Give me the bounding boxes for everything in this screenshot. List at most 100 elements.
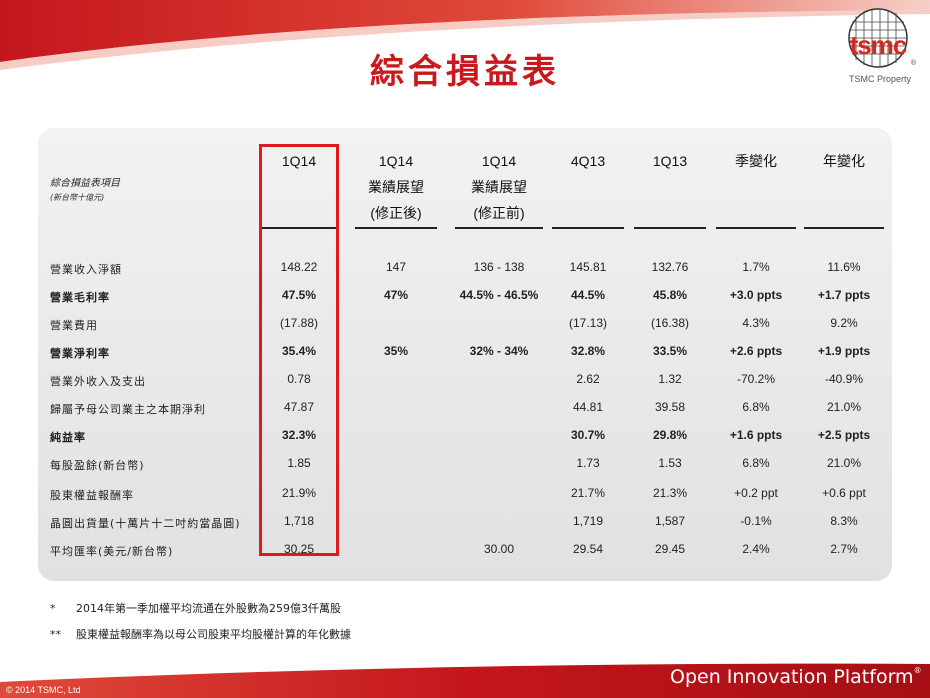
table-cell: -70.2% [736,372,776,386]
row-label: 歸屬予母公司業主之本期淨利 [50,403,206,416]
table-cell: 132.76 [651,260,689,274]
table-cell: (16.38) [650,316,690,330]
header-divider [355,227,437,229]
logo-registered-mark: ® [910,60,916,67]
col-header-qoq: 季變化 [735,153,777,169]
table-cell: +1.7 ppts [817,288,871,302]
header-divider [552,227,624,229]
table-cell: 4.3% [742,316,770,330]
header-divider [455,227,543,229]
table-cell: 47% [383,288,409,302]
table-cell: 35.4% [281,344,317,358]
table-cell: -0.1% [740,514,772,528]
table-cell: 29.45 [654,542,686,556]
table-cell: 9.2% [830,316,858,330]
row-label: 營業費用 [50,319,98,332]
wafer-grid-icon [848,8,908,68]
table-cell: +3.0 ppts [729,288,783,302]
item-column-subheader: (新台幣十億元) [50,193,105,202]
table-row: 營業費用 (17.88) (17.13) (16.38) 4.3% 9.2% [0,314,930,334]
row-label: 營業淨利率 [50,347,110,360]
col-header-1q14: 1Q14 [281,153,317,169]
row-label: 營業收入淨額 [50,263,122,276]
table-cell: (17.13) [568,316,608,330]
table-cell: 47.87 [283,400,315,414]
table-cell: 136 - 138 [473,260,525,274]
table-cell: 1.73 [576,456,600,470]
table-cell: (17.88) [279,316,319,330]
table-row: 每股盈餘(新台幣) 1.85 1.73 1.53 6.8% 21.0% [0,454,930,474]
header-divider [262,227,336,229]
table-cell: +1.9 ppts [817,344,871,358]
table-cell: 21.0% [826,400,862,414]
table-cell: 148.22 [280,260,318,274]
table-cell: 2.4% [742,542,770,556]
table-cell: 1.85 [287,456,311,470]
table-cell: +2.6 ppts [729,344,783,358]
table-cell: 11.6% [827,260,861,274]
table-cell: 6.8% [742,456,770,470]
table-cell: +0.6 ppt [822,486,866,500]
table-cell: 1.32 [658,372,682,386]
table-cell: 39.58 [654,400,686,414]
property-label: TSMC Property [848,74,911,84]
table-cell: 21.7% [570,486,606,500]
table-row: 營業毛利率 47.5% 47% 44.5% - 46.5% 44.5% 45.8% +3.0… [0,286,930,306]
table-cell: 6.8% [742,400,770,414]
table-cell: 21.3% [652,486,688,500]
table-cell: 8.3% [830,514,858,528]
table-cell: 29.54 [572,542,604,556]
header-divider [804,227,884,229]
table-cell: 35% [383,344,409,358]
row-label: 純益率 [50,431,86,444]
table-cell: 30.7% [570,428,606,442]
table-cell: 1.53 [658,456,682,470]
table-cell: 33.5% [652,344,688,358]
table-cell: 21.0% [826,456,862,470]
table-cell: +0.2 ppt [734,486,778,500]
header-divider [716,227,796,229]
current-quarter-highlight [259,144,339,556]
table-cell: 45.8% [652,288,688,302]
table-row: 純益率 32.3% 30.7% 29.8% +1.6 ppts +2.5 ppts [0,426,930,446]
table-cell: 47.5% [281,288,317,302]
footer-slogan: Open Innovation Platform® [670,666,922,688]
row-label: 股東權益報酬率 [50,489,134,502]
item-column-header: 綜合損益表項目 [50,178,120,189]
table-cell: 145.81 [569,260,607,274]
table-row: 股東權益報酬率 21.9% 21.7% 21.3% +0.2 ppt +0.6 ppt [0,484,930,504]
table-panel [38,128,892,581]
col-header-1q13: 1Q13 [652,153,688,169]
tsmc-logo: tsmc ® [836,8,920,70]
table-row: 營業淨利率 35.4% 35% 32% - 34% 32.8% 33.5% +2.6 ppt… [0,342,930,362]
table-cell: 32.3% [281,428,317,442]
table-row: 晶圓出貨量(十萬片十二吋約當晶圓) 1,718 1,719 1,587 -0.1% 8.3… [0,512,930,532]
table-cell: 0.78 [287,372,311,386]
table-cell: 44.5% - 46.5% [459,288,539,302]
header-divider [634,227,706,229]
footnote: ** 股東權益報酬率為以母公司股東平均股權計算的年化數據 [50,628,351,641]
table-cell: 1,719 [572,514,604,528]
row-label: 平均匯率(美元/新台幣) [50,545,174,558]
row-label: 每股盈餘(新台幣) [50,459,145,472]
slide-title: 綜合損益表 [370,52,560,92]
table-cell: 44.5% [570,288,606,302]
table-cell: 32.8% [570,344,606,358]
table-cell: 1,718 [283,514,315,528]
row-label: 營業毛利率 [50,291,110,304]
table-row: 營業外收入及支出 0.78 2.62 1.32 -70.2% -40.9% [0,370,930,390]
table-cell: 29.8% [652,428,688,442]
row-label: 營業外收入及支出 [50,375,146,388]
table-cell: -40.9% [824,372,864,386]
col-header-yoy: 年變化 [823,153,865,169]
table-cell: 1.7% [742,260,770,274]
table-row: 歸屬予母公司業主之本期淨利 47.87 44.81 39.58 6.8% 21.0% [0,398,930,418]
table-cell: +1.6 ppts [729,428,783,442]
table-cell: 21.9% [281,486,317,500]
table-cell: 147 [385,260,407,274]
table-cell: 2.7% [830,542,858,556]
table-cell: 2.62 [576,372,600,386]
logo-wordmark: tsmc [849,30,908,60]
table-cell: 30.25 [283,542,315,556]
col-header-guidance-revised: 1Q14 業績展望 (修正後) [368,153,424,221]
